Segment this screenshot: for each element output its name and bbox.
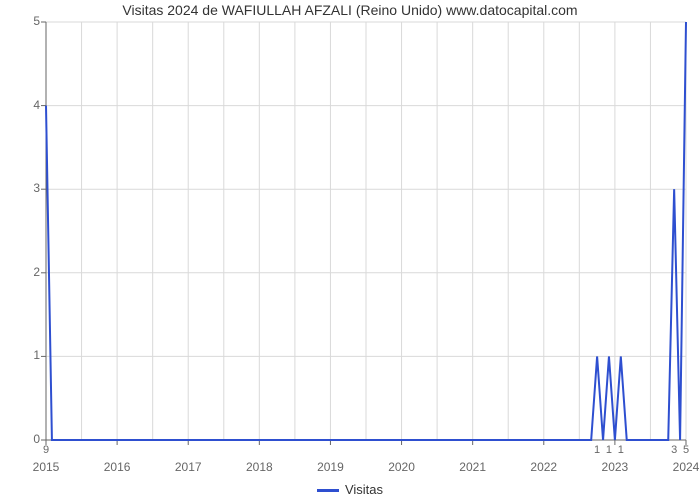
legend-label: Visitas [345,482,383,497]
x-tick-label: 2020 [388,460,415,474]
legend-swatch [317,489,339,492]
point-label: 5 [683,444,689,456]
x-tick-label: 2016 [104,460,131,474]
x-tick-label: 2019 [317,460,344,474]
y-tick-label: 3 [10,181,40,195]
y-tick-label: 1 [10,348,40,362]
x-tick-label: 2023 [602,460,629,474]
y-tick-label: 4 [10,98,40,112]
line-series [46,22,686,440]
point-label: 9 [43,444,49,456]
x-tick-label: 2018 [246,460,273,474]
plot-area [46,22,686,440]
chart-container: { "title": "Visitas 2024 de WAFIULLAH AF… [0,0,700,500]
point-label: 3 [671,444,677,456]
y-tick-label: 2 [10,265,40,279]
chart-title: Visitas 2024 de WAFIULLAH AFZALI (Reino … [0,2,700,18]
y-tick-label: 5 [10,14,40,28]
x-tick-label: 2017 [175,460,202,474]
x-tick-label: 2021 [459,460,486,474]
x-tick-label: 2024 [673,460,700,474]
x-tick-label: 2015 [33,460,60,474]
y-tick-label: 0 [10,432,40,446]
point-label: 1 [594,444,600,456]
point-label: 1 [618,444,624,456]
x-tick-label: 2022 [530,460,557,474]
point-label: 1 [606,444,612,456]
legend: Visitas [0,482,700,497]
